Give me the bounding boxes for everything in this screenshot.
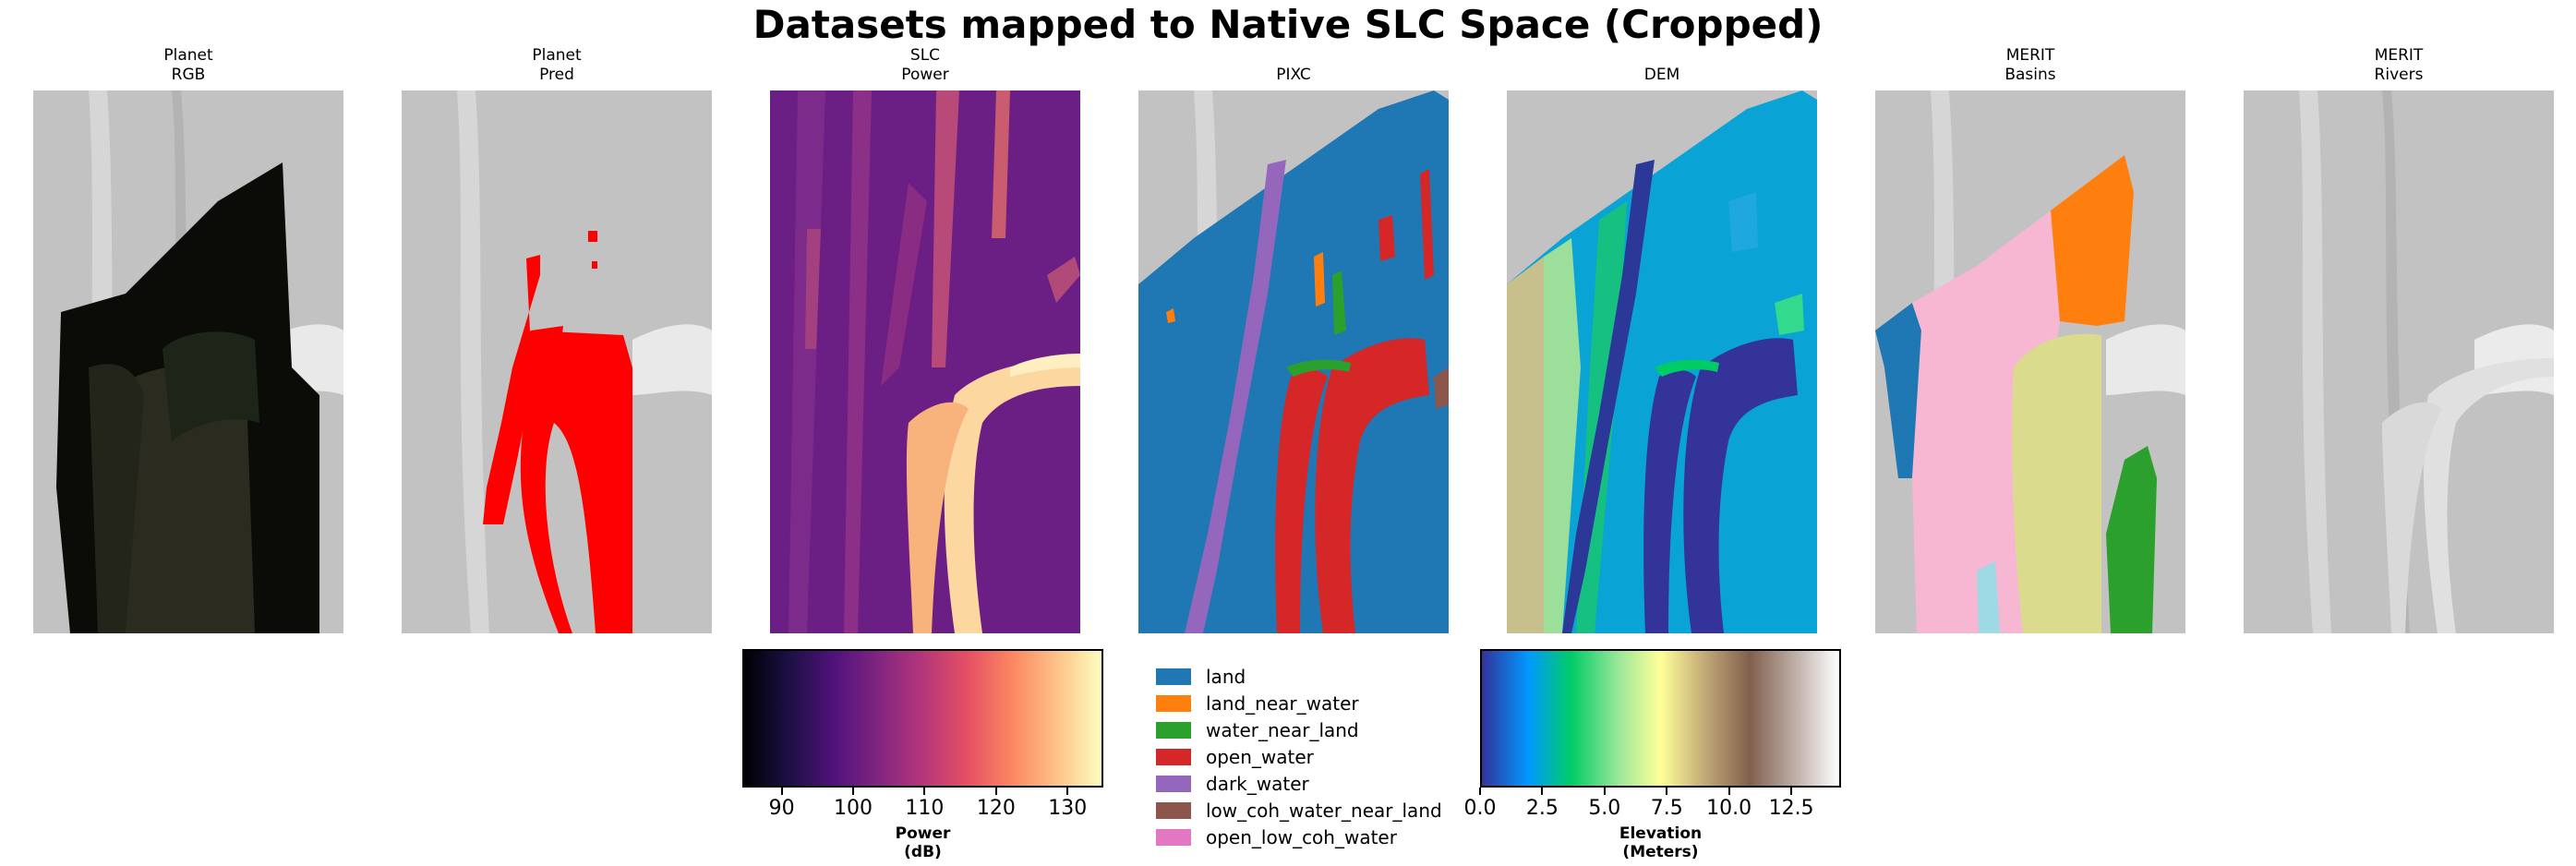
legend-swatch bbox=[1156, 668, 1191, 685]
legend-label: dark_water bbox=[1206, 772, 1309, 795]
legend-item: water_near_land bbox=[1156, 716, 1442, 743]
legend-item: open_water bbox=[1156, 743, 1442, 770]
legend-label: open_low_coh_water bbox=[1206, 825, 1397, 848]
elevation-tick-mark bbox=[1479, 788, 1481, 795]
pixc-legend: land land_near_water water_near_land open_w… bbox=[1156, 663, 1442, 850]
legend-swatch bbox=[1156, 721, 1191, 739]
legend-swatch bbox=[1156, 775, 1191, 792]
panel-title-planet-rgb: Planet RGB bbox=[163, 46, 213, 84]
elevation-tick-mark bbox=[1603, 788, 1606, 795]
legend-item: open_low_coh_water bbox=[1156, 824, 1442, 850]
elevation-tick-label: 12.5 bbox=[1768, 797, 1814, 820]
panel-title-merit-basins: MERIT Basins bbox=[2004, 46, 2056, 84]
legend-item: dark_water bbox=[1156, 770, 1442, 797]
panel-title-planet-pred: Planet Pred bbox=[532, 46, 582, 84]
legend-swatch bbox=[1156, 801, 1191, 819]
figure-title: Datasets mapped to Native SLC Space (Cro… bbox=[752, 2, 1824, 47]
planet-rgb-panel bbox=[33, 90, 343, 633]
legend-label: land_near_water bbox=[1206, 692, 1359, 715]
panel-title-slc-power: SLC Power bbox=[901, 46, 949, 84]
power-tick-label: 120 bbox=[976, 797, 1016, 820]
power-tick-mark bbox=[1066, 788, 1069, 795]
slc-power-panel bbox=[770, 90, 1080, 633]
elevation-tick-mark bbox=[1790, 788, 1793, 795]
legend-label: low_coh_water_near_land bbox=[1206, 799, 1442, 822]
power-tick-mark bbox=[923, 788, 926, 795]
elevation-tick-label: 7.5 bbox=[1650, 797, 1683, 820]
merit-basins-panel bbox=[1875, 90, 2185, 633]
elevation-colorbar-ticks: 0.0 2.5 5.0 7.5 10.0 12.5 bbox=[1464, 788, 1841, 824]
dem-panel bbox=[1507, 90, 1817, 633]
merit-rivers-panel bbox=[2244, 90, 2554, 633]
power-colorbar bbox=[742, 649, 1103, 788]
power-tick-label: 130 bbox=[1048, 797, 1088, 820]
legend-label: land bbox=[1206, 665, 1246, 688]
elevation-tick-label: 0.0 bbox=[1463, 797, 1497, 820]
power-tick-label: 110 bbox=[905, 797, 945, 820]
power-colorbar-ticks: 90 100 110 120 130 bbox=[742, 788, 1103, 824]
power-tick-mark bbox=[994, 788, 997, 795]
elevation-colorbar-label: Elevation (Meters) bbox=[1619, 824, 1703, 861]
legend-item: land_near_water bbox=[1156, 690, 1442, 716]
elevation-tick-mark bbox=[1541, 788, 1544, 795]
elevation-colorbar bbox=[1480, 649, 1841, 788]
power-tick-label: 90 bbox=[768, 797, 795, 820]
power-tick-mark bbox=[780, 788, 783, 795]
power-tick-label: 100 bbox=[834, 797, 873, 820]
elevation-tick-mark bbox=[1666, 788, 1668, 795]
pixc-panel bbox=[1138, 90, 1449, 633]
elevation-tick-mark bbox=[1727, 788, 1730, 795]
elevation-tick-label: 5.0 bbox=[1588, 797, 1621, 820]
legend-swatch bbox=[1156, 828, 1191, 846]
power-colorbar-label: Power (dB) bbox=[895, 824, 951, 861]
legend-swatch bbox=[1156, 694, 1191, 712]
legend-item: low_coh_water_near_land bbox=[1156, 797, 1442, 824]
power-tick-mark bbox=[852, 788, 854, 795]
legend-item: land bbox=[1156, 663, 1442, 690]
planet-pred-panel bbox=[402, 90, 712, 633]
panel-title-dem: DEM bbox=[1643, 66, 1680, 84]
legend-label: water_near_land bbox=[1206, 718, 1359, 741]
panel-title-pixc: PIXC bbox=[1276, 66, 1311, 84]
panel-title-merit-rivers: MERIT Rivers bbox=[2374, 46, 2424, 84]
elevation-tick-label: 2.5 bbox=[1525, 797, 1559, 820]
legend-label: open_water bbox=[1206, 745, 1314, 768]
elevation-tick-label: 10.0 bbox=[1706, 797, 1752, 820]
legend-swatch bbox=[1156, 748, 1191, 765]
